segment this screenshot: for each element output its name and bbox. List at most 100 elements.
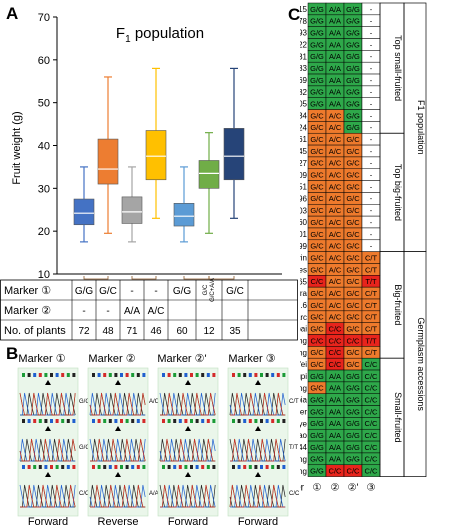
genotype-value: G/G — [310, 431, 324, 440]
snp-arrow — [45, 426, 51, 431]
genotype-value: C/T — [365, 265, 378, 274]
base-call-marker — [167, 419, 171, 423]
genotype-value: G/C — [346, 194, 360, 203]
base-call-marker — [125, 465, 129, 469]
footer-marker: ② — [331, 483, 340, 494]
genotype-value: C/C — [365, 443, 379, 452]
genotype-value: C/C — [365, 384, 379, 393]
snp-arrow — [255, 472, 261, 477]
genotype-value: G/G — [346, 123, 360, 132]
base-call-marker — [201, 373, 205, 377]
base-call-marker — [55, 419, 59, 423]
table-cell: G/C — [226, 286, 244, 297]
accession-name: R096 — [300, 194, 308, 203]
table-row-label: Marker ① — [4, 285, 51, 297]
genotype-value: A/C — [329, 230, 342, 239]
base-call-marker — [108, 373, 112, 377]
genotype-value: - — [370, 159, 373, 168]
base-call-marker — [92, 373, 95, 377]
accession-name: ZP65 — [300, 277, 308, 286]
table-cell: 60 — [176, 326, 188, 337]
genotype-value: G/C — [346, 313, 360, 322]
footer-marker: ②' — [348, 483, 359, 494]
base-call-marker — [114, 373, 118, 377]
genotype-value: T/T — [365, 336, 377, 345]
genotype-label: A/C — [149, 399, 160, 405]
accession-name: R099 — [300, 242, 308, 251]
base-call-marker — [271, 465, 275, 469]
accession-name: R051 — [300, 183, 308, 192]
base-call-marker — [38, 419, 42, 423]
bracket — [83, 276, 109, 280]
y-tick-label: 10 — [38, 269, 50, 281]
genotype-value: A/C — [329, 147, 342, 156]
genotype-value: G/G — [310, 467, 324, 476]
base-call-marker — [173, 373, 177, 377]
trace-line — [160, 392, 216, 416]
base-call-marker — [97, 465, 101, 469]
trace-line — [20, 484, 76, 508]
genotype-value: G/C — [310, 182, 324, 191]
chromatogram-panel: Marker ① G/G G/G C/C Forward Marker ② A/C A/A Re… — [17, 353, 300, 525]
genotype-value: - — [370, 230, 373, 239]
base-call-marker — [55, 373, 59, 377]
trace-line — [90, 484, 146, 508]
genotype-value: A/C — [329, 123, 342, 132]
chart-title: F1 population — [116, 25, 204, 45]
genotype-value: A/A — [329, 28, 341, 37]
base-call-marker — [237, 419, 241, 423]
direction-label: Forward — [168, 516, 208, 525]
snp-arrow — [45, 380, 51, 385]
genotype-value: G/G — [346, 111, 360, 120]
genotype-value: G/G — [310, 455, 324, 464]
group-label: Big-fruited — [393, 284, 403, 325]
accession-name: R131 — [300, 52, 308, 61]
y-ticks: 10 20 30 40 50 60 70 — [38, 12, 57, 281]
genotype-value: - — [370, 206, 373, 215]
genotype-value: G/G — [346, 52, 360, 61]
genotype-value: A/C — [329, 253, 342, 262]
base-call-marker — [125, 373, 129, 377]
section-label: F1 population — [416, 100, 426, 155]
base-call-marker — [232, 465, 235, 469]
genotype-value: G/G — [346, 396, 360, 405]
base-call-marker — [120, 373, 123, 377]
genotype-value: C/C — [365, 455, 379, 464]
accession-name: Puye — [300, 419, 308, 428]
box-2 — [97, 76, 119, 234]
genotype-value: A/C — [329, 301, 342, 310]
base-call-marker — [178, 465, 182, 469]
footer-marker: ③ — [367, 483, 376, 494]
section-label: Germplasm accessions — [416, 317, 426, 411]
base-call-marker — [254, 465, 258, 469]
accession-name: R122 — [300, 41, 308, 50]
base-call-marker — [195, 465, 199, 469]
trace-line — [160, 484, 216, 508]
genotype-value: A/C — [329, 171, 342, 180]
base-call-marker — [27, 419, 31, 423]
y-tick-label: 50 — [38, 98, 50, 110]
box-3 — [121, 166, 143, 243]
box-1 — [73, 166, 95, 243]
base-call-marker — [142, 373, 146, 377]
genotype-value: C/T — [365, 348, 378, 357]
base-call-marker — [66, 465, 70, 469]
base-call-marker — [243, 419, 247, 423]
base-call-marker — [27, 373, 31, 377]
base-call-marker — [114, 465, 118, 469]
accession-name: R061 — [300, 135, 308, 144]
genotype-value: G/G — [310, 28, 324, 37]
snp-arrow — [185, 380, 191, 385]
base-call-marker — [162, 419, 165, 423]
base-call-marker — [265, 419, 269, 423]
base-call-marker — [260, 373, 263, 377]
table-cell: - — [130, 286, 133, 297]
genotype-value: A/C — [329, 194, 342, 203]
genotype-value: - — [370, 76, 373, 85]
accession-name: Zheyuanhong — [300, 455, 307, 464]
base-call-marker — [142, 419, 146, 423]
snp-arrow — [115, 380, 121, 385]
base-call-marker — [61, 419, 65, 423]
base-call-marker — [38, 373, 42, 377]
genotype-value: - — [370, 40, 373, 49]
